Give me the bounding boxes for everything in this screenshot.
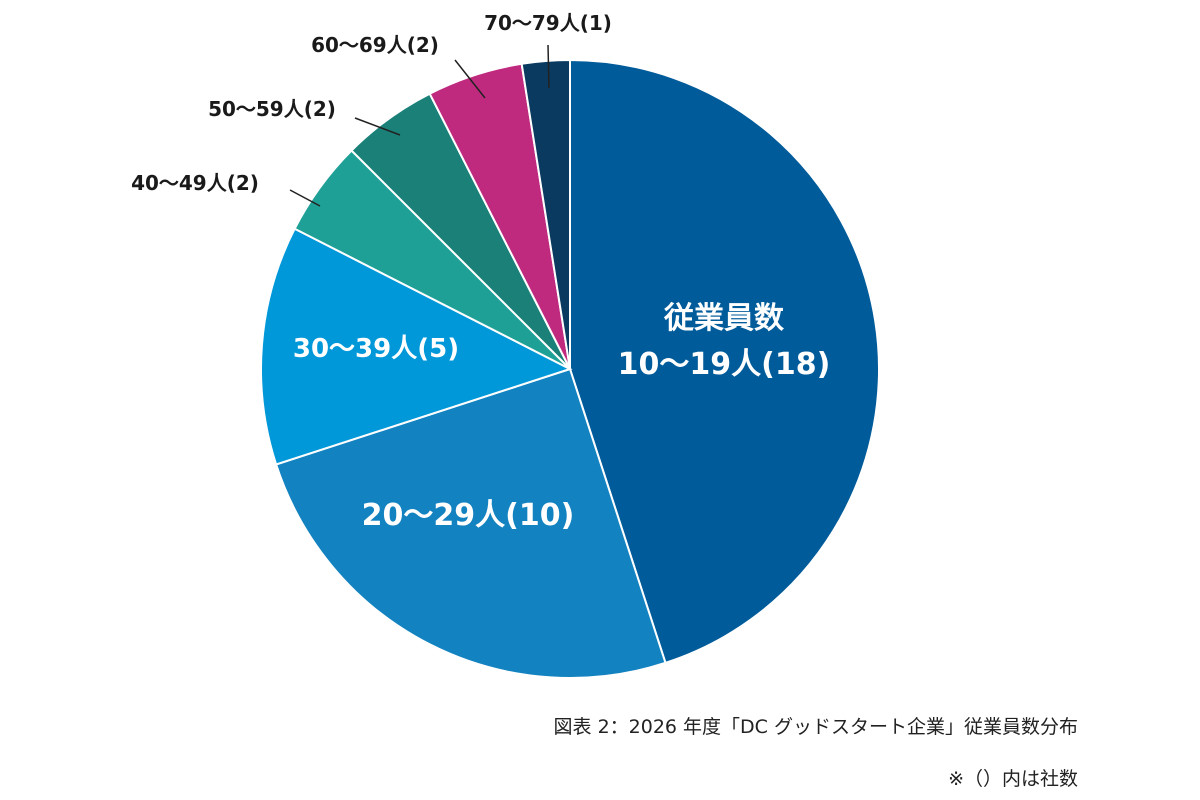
leader-line-60〜69人	[454, 59, 486, 99]
figure-caption: 図表 2：2026 年度「DC グッドスタート企業」従業員数分布	[553, 716, 1078, 738]
pie-slice-20〜29人	[274, 367, 667, 679]
data-label-20〜29人: 20〜29人(10)	[362, 498, 575, 533]
data-label-30〜39人: 30〜39人(5)	[293, 334, 459, 364]
leader-line-50〜59人	[354, 117, 401, 136]
leader-line-70〜79人	[547, 44, 550, 89]
data-label-title-10〜19人: 従業員数	[663, 301, 785, 336]
figure-note: ※（）内は社数	[948, 768, 1078, 790]
pie-slice-30〜39人	[260, 227, 573, 466]
data-label-40〜49人: 40〜49人(2)	[131, 171, 259, 195]
data-label-70〜79人: 70〜79人(1)	[484, 11, 612, 35]
leader-line-40〜49人	[289, 189, 321, 207]
data-label-60〜69人: 60〜69人(2)	[311, 33, 439, 57]
pie-slice-10〜19人	[569, 58, 880, 665]
data-label-10〜19人: 10〜19人(18)	[618, 347, 831, 382]
pie-slice-70〜79人	[520, 58, 571, 370]
data-label-50〜59人: 50〜59人(2)	[208, 97, 336, 121]
